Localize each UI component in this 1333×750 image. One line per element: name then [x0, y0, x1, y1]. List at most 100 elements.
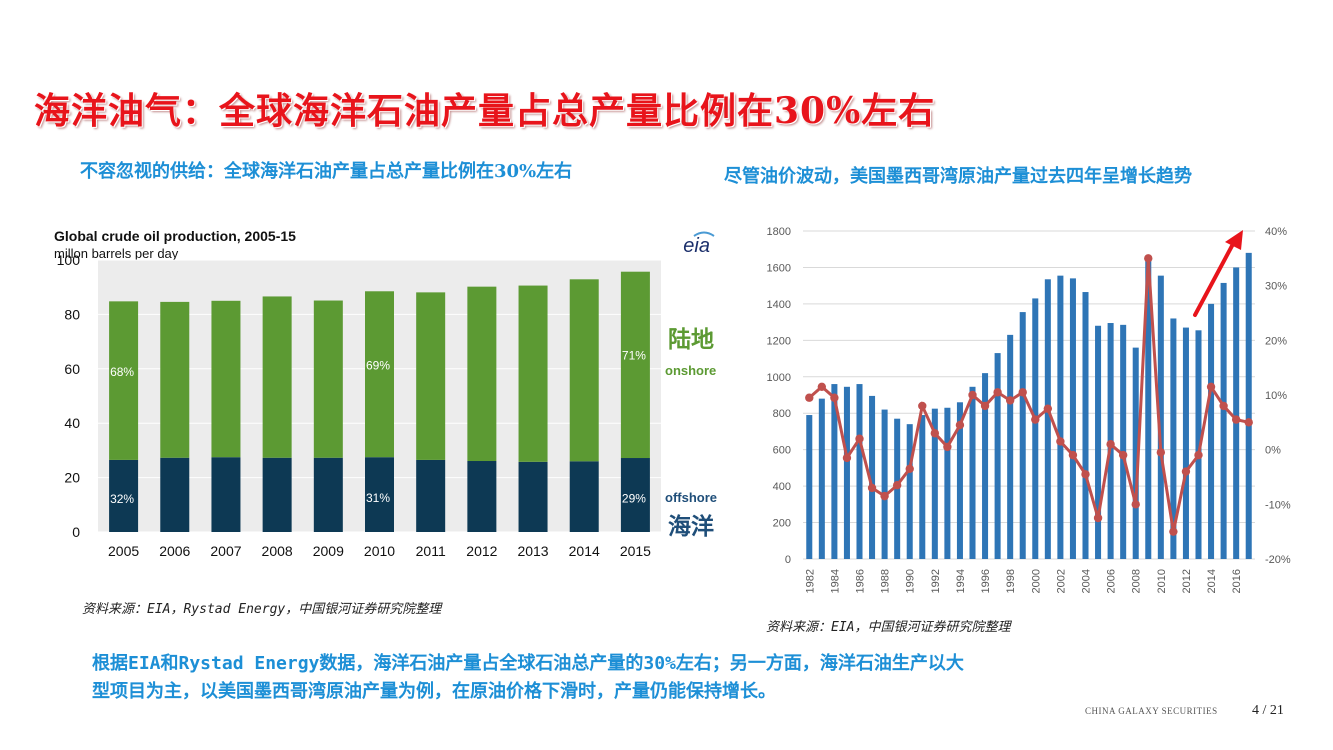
x-tick-label: 2005	[108, 543, 139, 559]
x-tick-label: 1986	[855, 569, 867, 593]
x-tick-label: 2012	[466, 543, 497, 559]
left-axis-label: 800	[773, 408, 791, 420]
offshore-bar	[467, 461, 497, 532]
x-tick-label: 1994	[955, 569, 967, 593]
x-tick-label: 2000	[1030, 569, 1042, 593]
growth-point	[980, 401, 990, 411]
offshore-share-label: 31%	[366, 491, 390, 505]
offshore-share-label: 32%	[110, 492, 134, 506]
production-bar	[919, 415, 926, 559]
onshore-share-label: 69%	[366, 358, 390, 372]
growth-point	[930, 429, 940, 438]
right-axis-label: 40%	[1265, 226, 1287, 238]
production-bar	[1195, 330, 1202, 559]
left-axis-label: 600	[773, 445, 791, 457]
left-chart-heading: 不容忽视的供给：全球海洋石油产量占总产量比例在30%左右	[80, 161, 573, 182]
onshore-bar	[620, 271, 650, 459]
production-bar	[944, 407, 951, 559]
production-bar	[1170, 318, 1177, 559]
x-tick-label: 1984	[829, 569, 841, 593]
onshore-bar	[416, 292, 446, 460]
x-tick-label: 2015	[620, 543, 651, 559]
growth-point	[1219, 401, 1228, 411]
growth-point	[1244, 418, 1253, 427]
offshore-bar	[313, 457, 343, 532]
right-axis-label: 20%	[1265, 335, 1287, 347]
production-bar	[1132, 347, 1139, 559]
offshore-bar	[262, 457, 292, 532]
growth-point	[993, 388, 1002, 397]
growth-point	[880, 491, 889, 501]
footer-brand: CHINA GALAXY SECURITIES	[1085, 706, 1218, 716]
onshore-bar	[160, 301, 190, 458]
y-tick-label: 60	[64, 361, 80, 377]
growth-point	[1231, 415, 1241, 424]
production-bar	[1057, 275, 1064, 559]
onshore-bar	[211, 300, 241, 458]
offshore-share-label: 29%	[622, 491, 646, 505]
production-bar	[1007, 334, 1014, 559]
page-number: 4 / 21	[1252, 703, 1284, 718]
growth-point	[955, 420, 965, 430]
growth-point	[1156, 448, 1166, 457]
x-tick-label: 2006	[1106, 569, 1118, 593]
right-axis-label: 0%	[1265, 445, 1281, 457]
onshore-bar	[109, 301, 139, 460]
offshore-bar	[518, 461, 548, 532]
onshore-bar	[313, 300, 343, 458]
growth-point	[1169, 527, 1178, 536]
left-axis-label: 200	[773, 518, 791, 530]
legend-onshore-cn: 陆地	[668, 326, 714, 352]
offshore-bar	[160, 457, 190, 532]
onshore-bar	[262, 296, 292, 458]
x-tick-label: 1982	[804, 569, 816, 593]
growth-point	[842, 453, 852, 463]
left-axis-label: 1000	[767, 372, 791, 384]
x-tick-label: 1992	[930, 569, 942, 593]
growth-point	[905, 464, 914, 473]
growth-point	[855, 434, 864, 443]
production-bar	[1069, 278, 1076, 559]
conclusion-line-2: 型项目为主，以美国墨西哥湾原油产量为例，在原油价格下滑时，产量仍能保持增长。	[92, 681, 776, 702]
production-bar	[806, 415, 813, 559]
growth-point	[1093, 513, 1103, 523]
production-bar	[843, 386, 850, 559]
x-tick-label: 2012	[1181, 569, 1193, 593]
offshore-bar	[569, 461, 599, 532]
x-tick-label: 2013	[517, 543, 548, 559]
production-bar	[994, 353, 1001, 559]
growth-point	[830, 393, 839, 402]
production-bar	[869, 395, 876, 559]
x-tick-label: 1990	[905, 569, 917, 593]
y-tick-label: 20	[64, 470, 80, 486]
legend-offshore-cn: 海洋	[668, 513, 714, 539]
growth-point	[1031, 415, 1040, 424]
right-source-note: 资料来源：EIA，中国银河证券研究院整理	[766, 620, 1011, 635]
gulf-of-mexico-chart: 0 200 400 600 800 1000 1200 1400 1600 1800 -20% -10…	[767, 226, 1291, 593]
growth-point	[892, 481, 902, 490]
production-bar	[1220, 282, 1227, 559]
left-axis-label: 400	[773, 481, 791, 493]
global-production-chart: Global crude oil production, 2005-15 mil…	[54, 228, 717, 559]
onshore-share-label: 71%	[622, 348, 646, 362]
y-tick-label: 40	[64, 415, 80, 431]
onshore-bar	[365, 291, 394, 458]
right-axis-label: 30%	[1265, 281, 1287, 293]
growth-point	[1131, 500, 1140, 509]
x-tick-label: 2004	[1081, 569, 1093, 593]
left-axis-label: 1200	[767, 335, 791, 347]
growth-point	[918, 401, 927, 411]
offshore-bar	[620, 458, 650, 532]
growth-point	[817, 382, 827, 391]
growth-point	[1118, 450, 1128, 460]
onshore-bar	[518, 285, 548, 462]
growth-point	[943, 442, 952, 452]
growth-point	[1018, 388, 1027, 397]
growth-point	[1043, 404, 1053, 413]
onshore-bar	[569, 279, 599, 462]
y-tick-label: 80	[64, 306, 80, 322]
production-bar	[969, 386, 976, 559]
x-tick-label: 2008	[262, 543, 293, 559]
production-bar	[818, 398, 825, 559]
left-axis-label: 1400	[767, 299, 791, 311]
